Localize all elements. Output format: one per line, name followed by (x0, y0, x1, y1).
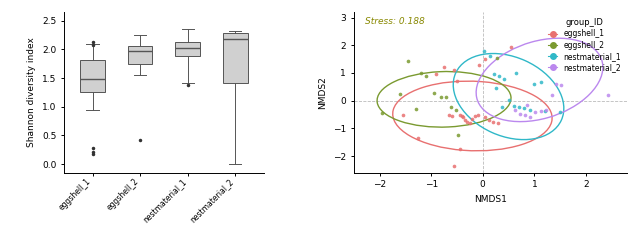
Text: Stress: 0.188: Stress: 0.188 (365, 17, 424, 26)
Point (540, 109, 550, 113)
PathPatch shape (80, 60, 105, 92)
Point (541, 108, 551, 112)
PathPatch shape (175, 42, 200, 56)
Point (474, 63, 484, 66)
Point (547, 93, 557, 97)
PathPatch shape (223, 33, 248, 83)
Point (531, 110, 541, 114)
Point (413, 136, 424, 140)
Point (511, 71, 522, 75)
Point (536, 80, 546, 84)
Point (460, 118, 470, 122)
Point (472, 113, 483, 116)
Point (529, 82, 540, 85)
Point (431, 72, 442, 76)
Point (439, 66, 449, 69)
Point (452, 79, 462, 83)
Point (395, 92, 405, 96)
Point (519, 107, 529, 110)
Point (377, 111, 387, 115)
Point (410, 107, 420, 111)
Point (403, 59, 413, 62)
Point (536, 109, 546, 113)
Point (509, 104, 519, 108)
Point (447, 114, 457, 118)
Point (490, 86, 500, 90)
Y-axis label: Shannon diversity index: Shannon diversity index (28, 37, 36, 147)
Point (494, 74, 504, 78)
Point (551, 82, 561, 85)
Point (525, 115, 535, 119)
Y-axis label: NMDS2: NMDS2 (318, 76, 327, 109)
Point (485, 54, 495, 58)
Point (465, 121, 475, 125)
Point (480, 115, 490, 119)
Point (449, 164, 460, 168)
Point (488, 120, 498, 123)
Point (445, 105, 456, 109)
Point (509, 108, 520, 112)
Point (520, 113, 530, 117)
Point (449, 68, 460, 72)
Point (479, 49, 489, 53)
X-axis label: NMDS1: NMDS1 (474, 195, 507, 204)
Point (451, 108, 461, 112)
Point (444, 113, 454, 116)
Point (397, 113, 408, 116)
Point (489, 72, 499, 76)
Point (497, 105, 508, 109)
Point (556, 83, 566, 87)
Point (504, 98, 514, 102)
PathPatch shape (128, 47, 152, 64)
Point (522, 103, 532, 107)
Point (515, 112, 525, 116)
Point (457, 114, 467, 118)
Point (462, 120, 472, 123)
Point (436, 95, 447, 98)
Point (440, 96, 451, 99)
Point (470, 114, 480, 118)
Point (454, 113, 465, 116)
Point (454, 147, 465, 151)
Point (458, 115, 468, 119)
Point (525, 108, 535, 112)
Point (480, 57, 490, 61)
Point (499, 77, 509, 81)
Point (484, 118, 494, 122)
Point (421, 74, 431, 78)
Point (555, 110, 565, 114)
Point (493, 121, 503, 125)
Legend: eggshell_1, eggshell_2, nestmaterial_1, nestmaterial_2: eggshell_1, eggshell_2, nestmaterial_1, … (546, 16, 623, 75)
Point (467, 117, 477, 121)
Point (429, 91, 439, 95)
Point (514, 105, 524, 109)
Point (453, 133, 463, 137)
Point (506, 45, 516, 48)
Point (602, 93, 612, 96)
Point (416, 71, 426, 75)
Point (492, 56, 502, 60)
